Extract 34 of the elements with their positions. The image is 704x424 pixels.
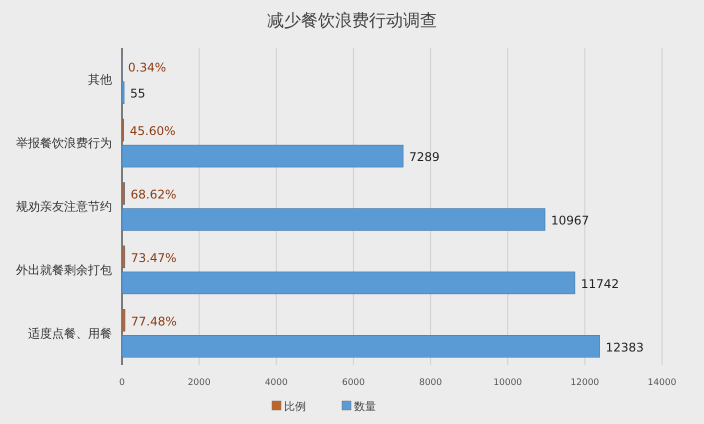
data-label: 10967 <box>551 214 590 228</box>
data-label: 45.60% <box>130 124 176 138</box>
x-tick-label: 0 <box>119 378 126 388</box>
y-tick-label: 其他 <box>88 72 112 87</box>
legend-label: 比例 <box>284 400 306 413</box>
y-tick-label: 适度点餐、用餐 <box>28 326 112 340</box>
x-tick-label: 4000 <box>264 378 288 388</box>
bar <box>122 182 125 205</box>
x-tick-label: 6000 <box>342 378 366 388</box>
chart-title: 减少餐饮浪费行动调查 <box>267 11 437 31</box>
data-label: 77.48% <box>130 314 177 328</box>
data-label: 12383 <box>606 340 644 354</box>
bar <box>122 246 126 268</box>
bar <box>122 81 124 104</box>
data-label: 55 <box>130 86 146 101</box>
x-tick-label: 8000 <box>419 378 442 388</box>
bar <box>122 272 576 294</box>
x-tick-label: 10000 <box>493 378 522 388</box>
data-label: 68.62% <box>130 188 176 202</box>
y-tick-label: 规劝亲友注意节约 <box>16 200 112 214</box>
bar <box>122 309 126 332</box>
y-tick-label: 外出就餐剩余打包 <box>16 262 112 277</box>
y-tick-label: 举报餐饮浪费行为 <box>16 136 112 150</box>
legend-label: 数量 <box>354 400 376 413</box>
data-label: 11742 <box>580 276 620 291</box>
x-tick-label: 2000 <box>188 378 211 388</box>
bar <box>122 335 600 358</box>
data-label: 7289 <box>409 150 440 164</box>
data-label: 73.47% <box>130 250 177 265</box>
data-label: 0.34% <box>128 60 166 75</box>
x-tick-label: 12000 <box>570 378 600 388</box>
bar <box>122 144 404 168</box>
x-tick-label: 14000 <box>648 378 677 388</box>
bar <box>122 208 546 231</box>
